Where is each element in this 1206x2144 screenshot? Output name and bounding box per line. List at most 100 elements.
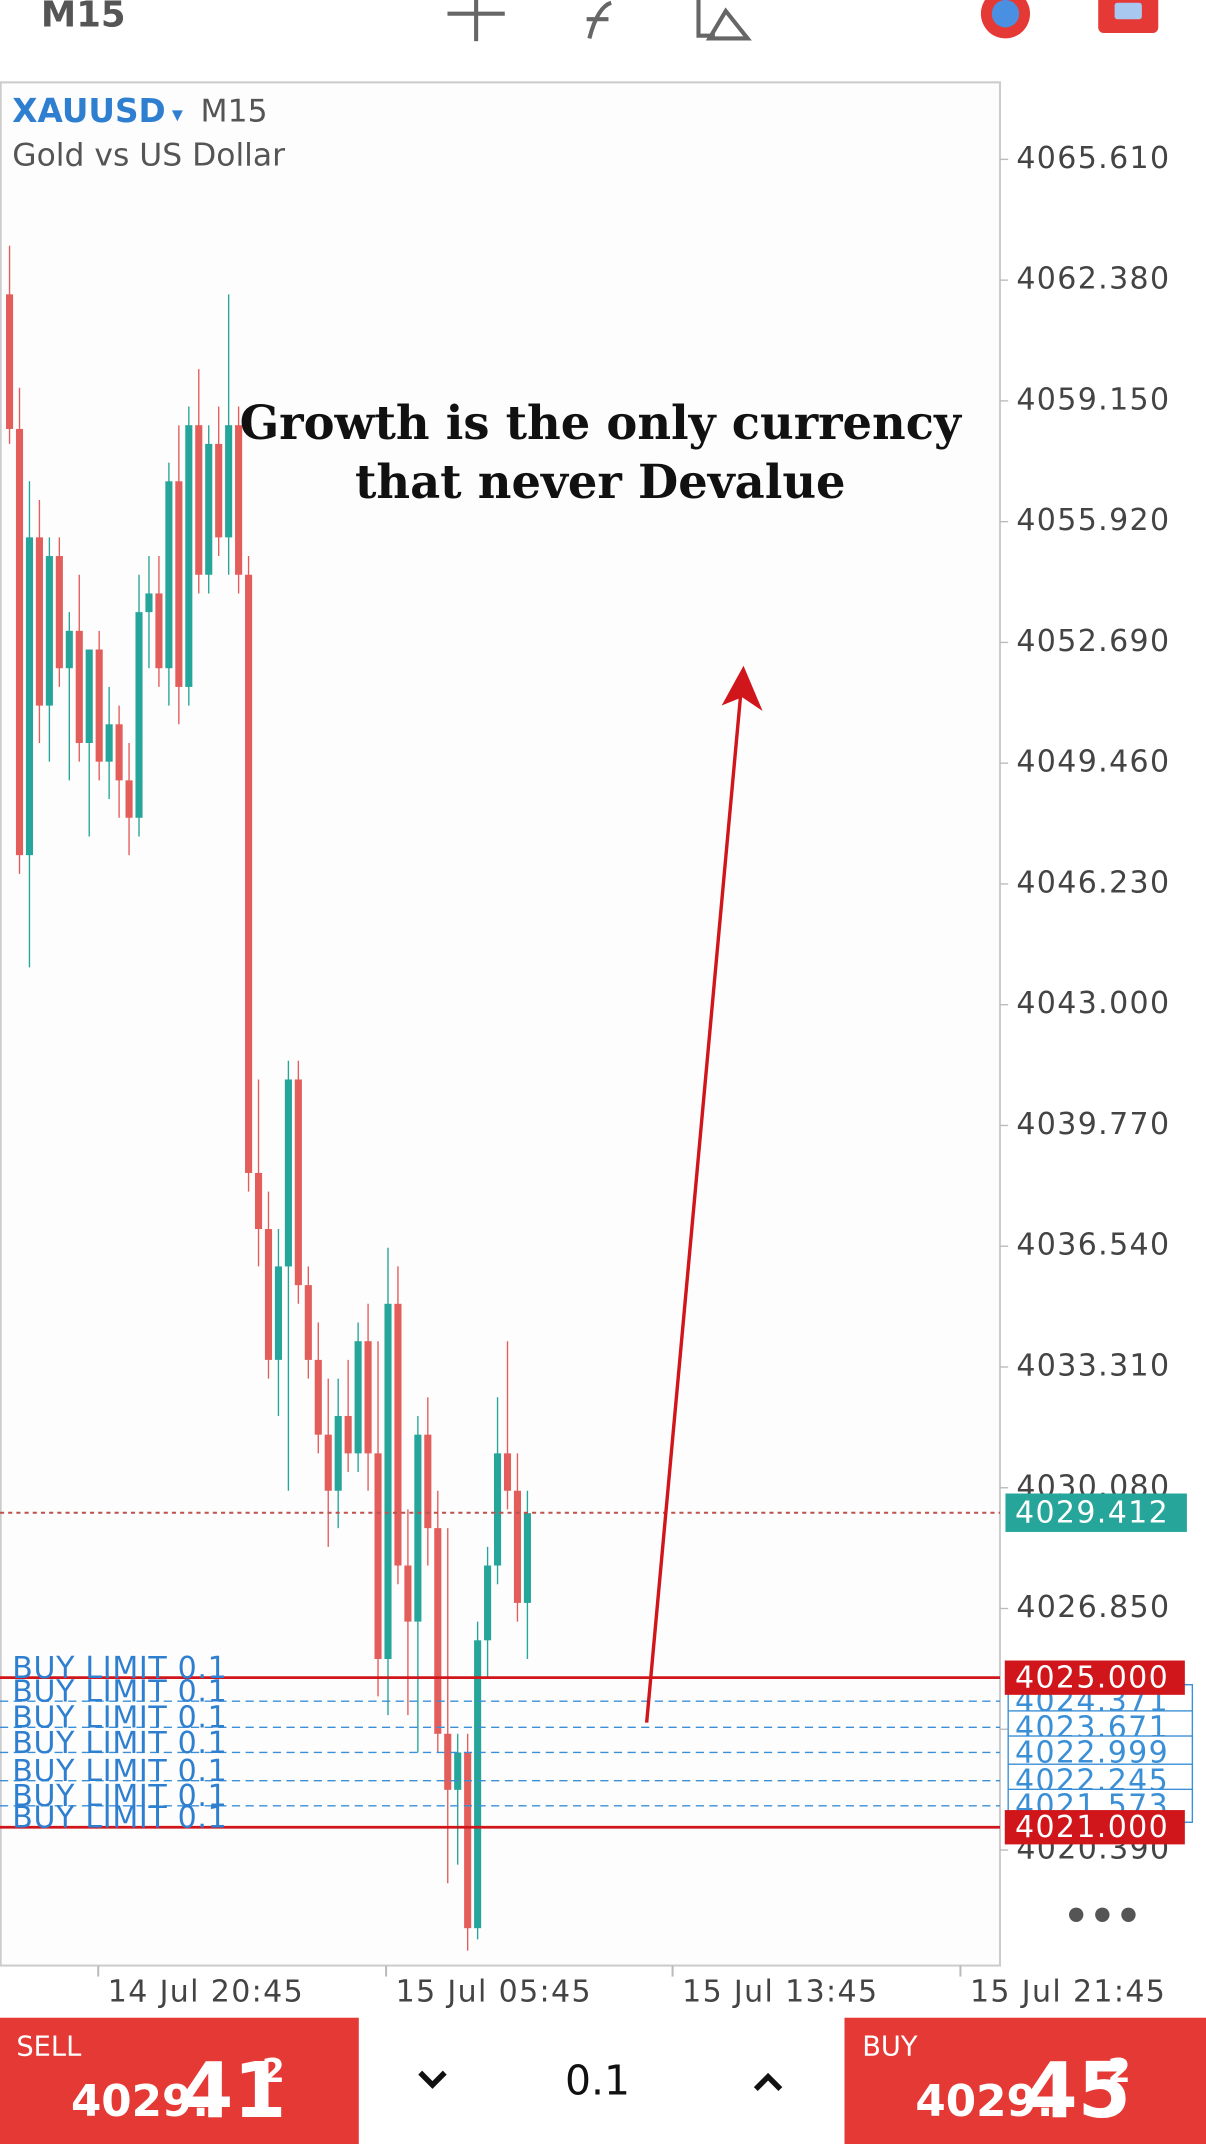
more-menu[interactable]: ••• (1063, 1892, 1141, 1940)
y-tick-label: 4036.540 (1016, 1228, 1170, 1263)
candle-body (364, 1341, 372, 1454)
current-price-box (1005, 1493, 1187, 1532)
candle-body (25, 537, 34, 856)
trade-icon-inner (1114, 2, 1142, 20)
candle-body (493, 1453, 502, 1566)
candle-body (135, 612, 143, 818)
buy-price-main: 4029. (915, 2076, 1053, 2127)
order-price-box (1004, 1810, 1185, 1845)
chart-frame[interactable] (0, 81, 1002, 1967)
candle-body (334, 1415, 342, 1491)
candle-body (354, 1341, 362, 1454)
indicator-icon[interactable] (586, 0, 612, 39)
candle-body (215, 443, 223, 538)
candle-body (65, 630, 73, 669)
account-icon-inner (991, 0, 1020, 28)
y-tick-label: 4039.770 (1016, 1107, 1170, 1142)
objects-icon[interactable] (696, 0, 752, 41)
candle-body (274, 1266, 282, 1360)
volume[interactable]: 0.1 (565, 2057, 630, 2105)
order-text: BUY LIMIT 0.1 (12, 1800, 227, 1835)
annotation-line: Growth is the only currency (240, 395, 963, 450)
candle-body (45, 556, 53, 706)
sell-price-sup: 2 (262, 2052, 285, 2090)
candle-body (374, 1453, 382, 1659)
order-text: BUY LIMIT 0.1 (12, 1701, 227, 1736)
crosshair-icon[interactable] (447, 0, 505, 42)
order-text: BUY LIMIT 0.1 (12, 1674, 227, 1709)
x-tick-label: 15 Jul 13:45 (682, 1974, 878, 2009)
candle-body (75, 630, 83, 743)
candle-body (474, 1640, 482, 1929)
candle-body (304, 1285, 312, 1360)
candle-body (513, 1490, 522, 1603)
y-tick-label: 4043.000 (1016, 986, 1170, 1021)
volume-up[interactable] (753, 2072, 783, 2092)
candle-body (35, 537, 43, 706)
candle-body (175, 481, 183, 687)
y-tick-label: 4049.460 (1016, 745, 1170, 780)
buy-price-big: 45 (1025, 2047, 1131, 2136)
candle-body (205, 443, 213, 575)
candle-body (85, 649, 93, 743)
chart-timeframe: M15 (201, 93, 268, 129)
x-tick-label: 14 Jul 20:45 (108, 1974, 304, 2009)
y-tick-label: 4065.610 (1016, 141, 1170, 176)
buy-price-sup: 2 (1108, 2052, 1131, 2090)
symbol-description: Gold vs US Dollar (12, 137, 285, 173)
candle-body (523, 1513, 531, 1603)
volume-down[interactable] (418, 2070, 447, 2089)
arrow-head (721, 665, 763, 712)
sell-price-big: 41 (180, 2047, 286, 2136)
candle-body (464, 1752, 472, 1929)
candle-body (454, 1752, 462, 1790)
order-text: BUY LIMIT 0.1 (12, 1651, 227, 1686)
candle-body (254, 1172, 263, 1230)
candle-body (404, 1565, 412, 1622)
candle-body (235, 425, 243, 575)
candle-body (434, 1528, 442, 1734)
order-price-box (1007, 1735, 1194, 1770)
buy-label: BUY (862, 2031, 918, 2062)
candle-body (125, 780, 133, 818)
y-tick-label: 4059.150 (1016, 382, 1170, 417)
candle-body (145, 593, 153, 613)
y-tick-label: 4033.310 (1016, 1348, 1170, 1383)
candle-body (185, 425, 193, 687)
candle-body (484, 1565, 492, 1641)
candle-body (6, 294, 14, 429)
symbol[interactable]: XAUUSD (12, 92, 165, 130)
candle-body (424, 1434, 432, 1529)
candle-body (115, 724, 123, 781)
y-tick-label: 4046.230 (1016, 865, 1170, 900)
candle-body (95, 649, 103, 762)
order-text: BUY LIMIT 0.1 (12, 1779, 227, 1814)
buy-button[interactable] (844, 2017, 1206, 2144)
sell-button[interactable] (0, 2017, 359, 2144)
candle-body (155, 593, 163, 669)
candle-body (294, 1079, 302, 1286)
symbol-dropdown[interactable]: ▾ (172, 102, 183, 127)
sell-price-main: 4029. (71, 2076, 209, 2127)
plot: 4065.610 4062.380 4059.150 4055.920 4052.690… (0, 141, 1194, 2010)
order-text: BUY LIMIT 0.1 (12, 1726, 227, 1761)
toolbar-timeframe[interactable]: M15 (41, 0, 126, 36)
candle-body (105, 724, 113, 762)
order-price-label: 4021.000 (1015, 1810, 1169, 1845)
order-price-label: 4025.000 (1015, 1660, 1169, 1695)
candle-body (394, 1303, 402, 1566)
y-tick-label: 4055.920 (1016, 503, 1170, 538)
y-tick-label: 4062.380 (1016, 262, 1170, 297)
sell-label: SELL (16, 2031, 82, 2062)
annotation-line: that never Devalue (355, 454, 846, 509)
candle-body (314, 1359, 322, 1435)
candle-body (414, 1434, 422, 1622)
candle-body (444, 1733, 452, 1790)
candle-body (245, 574, 253, 1173)
candle-body (225, 425, 233, 538)
y-tick-label: 4052.690 (1016, 624, 1170, 659)
order-text: BUY LIMIT 0.1 (12, 1754, 227, 1789)
candle-body (284, 1079, 292, 1267)
